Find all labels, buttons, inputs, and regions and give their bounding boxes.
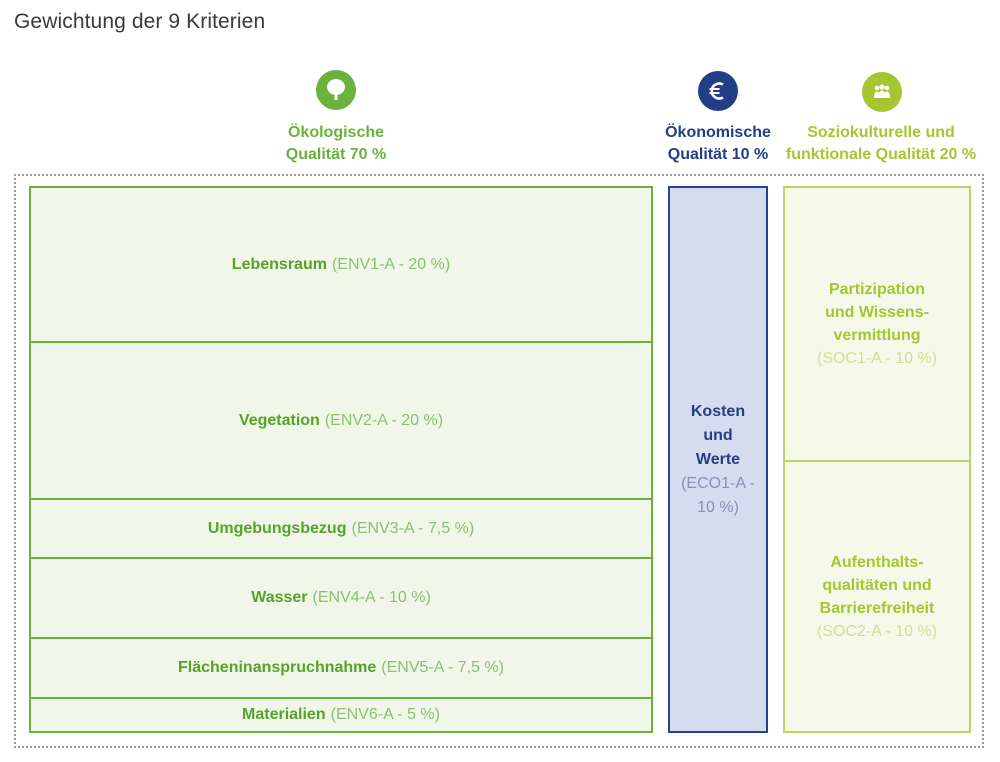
env-criterion-code: (ENV3-A - 7,5 %) <box>351 519 475 537</box>
category-label-env: Ökologische Qualität 70 % <box>285 124 387 163</box>
env-criterion-row: Vegetation (ENV2-A - 20 %) <box>31 343 651 500</box>
env-criterion-name: Umgebungsbezug <box>207 519 347 537</box>
env-criterion-name: Materialien <box>242 706 326 723</box>
people-icon <box>862 72 902 112</box>
env-criterion-row: Materialien (ENV6-A - 5 %) <box>31 699 651 731</box>
env-criterion-name: Vegetation <box>238 411 320 429</box>
env-criterion-code: (ENV4-A - 10 %) <box>312 589 431 606</box>
env-criterion-row: Wasser (ENV4-A - 10 %) <box>31 559 651 639</box>
env-criterion-code: (ENV2-A - 20 %) <box>324 411 444 429</box>
soc-criterion-2: Aufenthalts- qualitäten und Barrierefrei… <box>785 462 969 731</box>
euro-icon <box>698 71 738 111</box>
eco-criterion-code: (ECO1-A - 10 %) <box>681 474 755 516</box>
soc-criterion-name: Partizipation und Wissens- vermittlung <box>825 281 929 344</box>
soc-criterion-code: (SOC1-A - 10 %) <box>816 350 938 367</box>
soc-criteria-column: Partizipation und Wissens- vermittlung (… <box>783 186 971 733</box>
env-criteria-column: Lebensraum (ENV1-A - 20 %) Vegetation (ENV2… <box>29 186 653 733</box>
outer-frame <box>14 174 984 748</box>
env-criterion-name: Wasser <box>251 589 308 606</box>
soc-criterion-1: Partizipation und Wissens- vermittlung (… <box>785 188 969 462</box>
category-label-eco: Ökonomische Qualität 10 % <box>665 124 771 163</box>
page-title: Gewichtung der 9 Kriterien <box>14 10 266 33</box>
env-criterion-code: (ENV5-A - 7,5 %) <box>381 659 504 676</box>
env-criterion-name: Flächeninanspruchnahme <box>178 659 377 676</box>
eco-criterion-column: Kosten und Werte (ECO1-A - 10 %) <box>668 186 768 733</box>
env-criterion-name: Lebensraum <box>231 255 327 273</box>
eco-criterion-name: Kosten und Werte <box>690 402 746 468</box>
env-criterion-row: Umgebungsbezug (ENV3-A - 7,5 %) <box>31 500 651 559</box>
tree-icon <box>316 70 356 110</box>
soc-criterion-code: (SOC2-A - 10 %) <box>816 622 938 640</box>
env-criterion-row: Flächeninanspruchnahme (ENV5-A - 7,5 %) <box>31 639 651 699</box>
category-label-soc: Soziokulturelle und funktionale Qualität… <box>785 124 977 163</box>
env-criterion-code: (ENV1-A - 20 %) <box>331 255 451 273</box>
soc-criterion-name: Aufenthalts- qualitäten und Barrierefrei… <box>819 553 935 617</box>
env-criterion-row: Lebensraum (ENV1-A - 20 %) <box>31 188 651 343</box>
env-criterion-code: (ENV6-A - 5 %) <box>330 706 440 723</box>
